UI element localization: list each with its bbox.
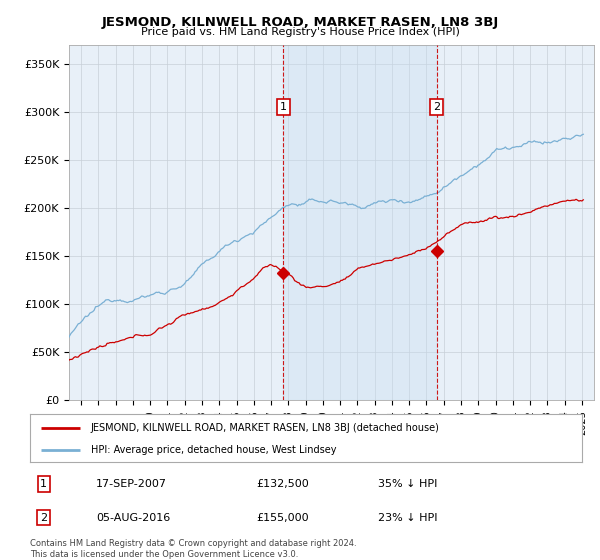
Text: 17-SEP-2007: 17-SEP-2007 <box>96 479 167 489</box>
Text: JESMOND, KILNWELL ROAD, MARKET RASEN, LN8 3BJ (detached house): JESMOND, KILNWELL ROAD, MARKET RASEN, LN… <box>91 423 440 433</box>
Text: JESMOND, KILNWELL ROAD, MARKET RASEN, LN8 3BJ: JESMOND, KILNWELL ROAD, MARKET RASEN, LN… <box>101 16 499 29</box>
Text: 2: 2 <box>433 102 440 112</box>
Text: 35% ↓ HPI: 35% ↓ HPI <box>378 479 437 489</box>
Text: Price paid vs. HM Land Registry's House Price Index (HPI): Price paid vs. HM Land Registry's House … <box>140 27 460 37</box>
Text: £132,500: £132,500 <box>256 479 309 489</box>
Text: 1: 1 <box>40 479 47 489</box>
Text: 2: 2 <box>40 513 47 522</box>
Bar <box>283 45 437 400</box>
Text: 05-AUG-2016: 05-AUG-2016 <box>96 513 170 522</box>
Text: 1: 1 <box>280 102 287 112</box>
Text: 23% ↓ HPI: 23% ↓ HPI <box>378 513 437 522</box>
Text: HPI: Average price, detached house, West Lindsey: HPI: Average price, detached house, West… <box>91 445 336 455</box>
Text: £155,000: £155,000 <box>256 513 309 522</box>
Text: Contains HM Land Registry data © Crown copyright and database right 2024.
This d: Contains HM Land Registry data © Crown c… <box>30 539 356 559</box>
